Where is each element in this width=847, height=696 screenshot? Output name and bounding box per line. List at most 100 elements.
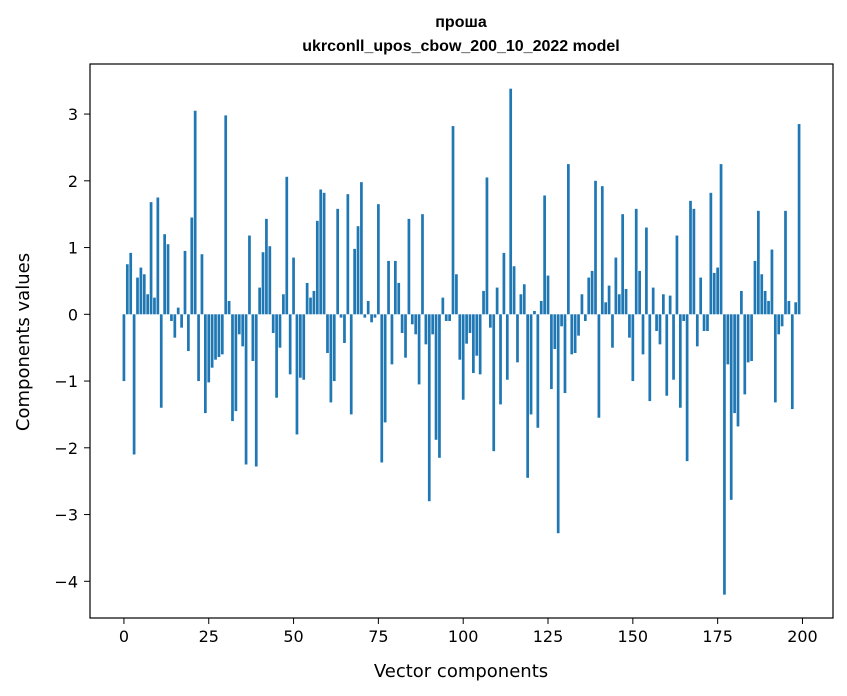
bar-86 [414, 314, 418, 335]
bar-30 [224, 115, 228, 315]
bar-8 [149, 202, 153, 315]
y-tick-label: −1 [54, 372, 78, 391]
bar-25 [207, 314, 211, 383]
bar-7 [146, 294, 150, 315]
bar-131 [567, 164, 570, 315]
bar-33 [234, 314, 238, 412]
bar-116 [516, 314, 519, 363]
bar-135 [580, 294, 584, 315]
bar-56 [312, 290, 316, 315]
bar-142 [604, 302, 608, 315]
bar-127 [553, 314, 557, 350]
bar-122 [536, 314, 540, 428]
bar-54 [305, 282, 309, 315]
bar-59 [322, 192, 326, 315]
bar-31 [227, 300, 231, 315]
bar-16 [176, 307, 180, 315]
bar-180 [733, 314, 736, 414]
bar-42 [265, 218, 268, 315]
bar-19 [187, 314, 190, 352]
bar-36 [244, 314, 248, 465]
bar-95 [444, 314, 448, 321]
bar-109 [492, 314, 496, 452]
x-tick-label: 0 [119, 627, 129, 646]
bar-179 [729, 314, 733, 500]
bar-183 [743, 314, 747, 395]
plot-frame [89, 63, 834, 619]
bar-134 [577, 314, 580, 336]
bar-4 [136, 277, 139, 315]
bar-149 [628, 314, 631, 338]
bar-0 [122, 314, 126, 382]
bar-196 [787, 300, 791, 315]
bar-11 [159, 314, 163, 408]
bar-83 [404, 314, 407, 358]
bar-124 [543, 195, 546, 315]
bar-63 [336, 208, 340, 315]
bar-195 [784, 210, 787, 315]
bar-138 [590, 270, 594, 315]
bar-148 [624, 288, 628, 315]
bar-3 [132, 314, 136, 455]
bar-154 [645, 227, 648, 315]
bar-189 [763, 290, 767, 315]
bar-156 [651, 287, 655, 315]
bar-20 [190, 217, 194, 315]
bar-166 [685, 314, 689, 462]
bar-107 [485, 177, 489, 315]
bar-190 [767, 300, 770, 315]
bar-21 [193, 110, 197, 315]
bar-151 [634, 208, 638, 315]
bar-144 [611, 314, 614, 348]
bar-29 [220, 314, 224, 355]
bar-123 [539, 300, 543, 315]
bar-104 [475, 314, 479, 356]
bar-93 [438, 314, 441, 458]
y-tick-label: 1 [68, 239, 78, 258]
bar-178 [726, 314, 730, 365]
bar-38 [251, 314, 255, 362]
x-tick-label: 25 [199, 627, 219, 646]
bar-192 [773, 314, 777, 403]
bar-125 [546, 275, 550, 315]
y-tick-label: 3 [68, 105, 78, 124]
bar-198 [794, 302, 798, 315]
bar-97 [451, 126, 455, 315]
bar-68 [353, 248, 356, 315]
bar-113 [505, 314, 509, 380]
bar-79 [390, 314, 394, 365]
bar-71 [363, 314, 367, 318]
bar-103 [472, 314, 475, 374]
bar-48 [285, 176, 289, 315]
bar-75 [377, 204, 380, 315]
y-tick-label: 0 [68, 305, 78, 324]
bar-80 [393, 260, 397, 315]
bar-155 [648, 314, 652, 402]
bar-187 [757, 210, 760, 315]
bar-47 [282, 294, 285, 315]
bar-87 [417, 314, 421, 385]
bar-66 [346, 194, 350, 315]
bar-9 [153, 297, 156, 315]
bar-85 [410, 314, 414, 325]
bar-51 [295, 314, 299, 435]
bar-58 [319, 189, 323, 315]
bar-120 [529, 314, 533, 415]
bar-13 [166, 244, 170, 315]
bar-73 [370, 314, 373, 323]
x-axis-label: Vector components [374, 661, 548, 682]
bar-137 [587, 277, 591, 315]
bar-193 [777, 314, 781, 335]
bar-101 [465, 314, 468, 344]
bar-14 [170, 314, 173, 321]
bar-146 [617, 294, 621, 315]
bar-106 [482, 290, 485, 315]
bar-44 [271, 314, 275, 333]
chart-title-line-2: ukrconll_upos_cbow_200_10_2022 model [302, 38, 619, 55]
bar-172 [706, 314, 709, 331]
x-tick-label: 150 [618, 627, 649, 646]
bar-126 [550, 314, 553, 390]
bar-34 [237, 314, 241, 335]
bar-147 [621, 214, 625, 315]
bar-177 [723, 314, 726, 595]
